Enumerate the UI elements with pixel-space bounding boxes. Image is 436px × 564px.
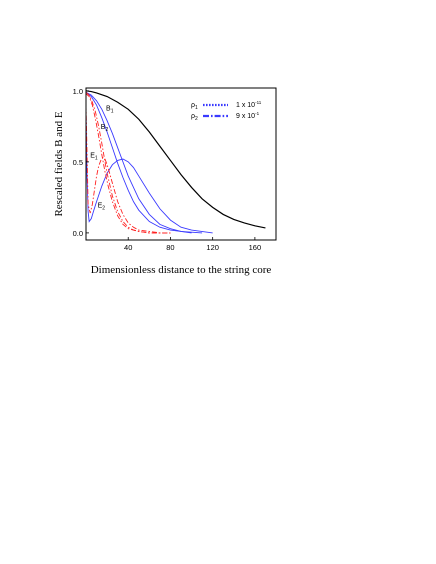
x-axis-title: Dimensionless distance to the string cor…: [91, 264, 272, 276]
x-tick-label: 80: [166, 243, 174, 252]
series-line-blue-2: [85, 91, 192, 234]
curve-label: E2: [98, 202, 106, 211]
legend-symbol: ρ2: [191, 113, 198, 122]
curve-label: E1: [90, 153, 98, 162]
curve-label: B1: [106, 106, 114, 115]
y-tick-label: 0.0: [73, 229, 83, 238]
legend-symbol: ρ1: [191, 102, 198, 111]
x-tick-label: 40: [124, 243, 132, 252]
legend: ρ1 1 x 10-11 ρ2 9 x 10-1: [191, 100, 262, 122]
curve-labels: B1 B2 E1 E2: [90, 106, 114, 212]
x-tick-label: 120: [206, 243, 219, 252]
series-line-blue-3: [85, 91, 203, 234]
x-tick-label: 160: [249, 243, 262, 252]
series-line-red-5: [85, 91, 171, 234]
axis-ticks: 40 80 120 160 0.0 0.5 1.0: [73, 87, 262, 252]
series-line-black-1: [85, 90, 266, 229]
series-line-blue-4: [85, 112, 213, 234]
legend-label: 1 x 10-11: [236, 100, 262, 109]
series-line-red-6: [85, 93, 171, 234]
plot-area: [85, 90, 266, 234]
plot-frame: [85, 87, 277, 241]
curve-label: B2: [101, 124, 109, 133]
y-tick-label: 0.5: [73, 158, 83, 167]
y-axis-title: Rescaled fields B and E: [53, 111, 65, 216]
y-tick-label: 1.0: [73, 87, 83, 96]
legend-label: 9 x 10-1: [236, 111, 260, 120]
series-line-red-7: [85, 105, 171, 234]
